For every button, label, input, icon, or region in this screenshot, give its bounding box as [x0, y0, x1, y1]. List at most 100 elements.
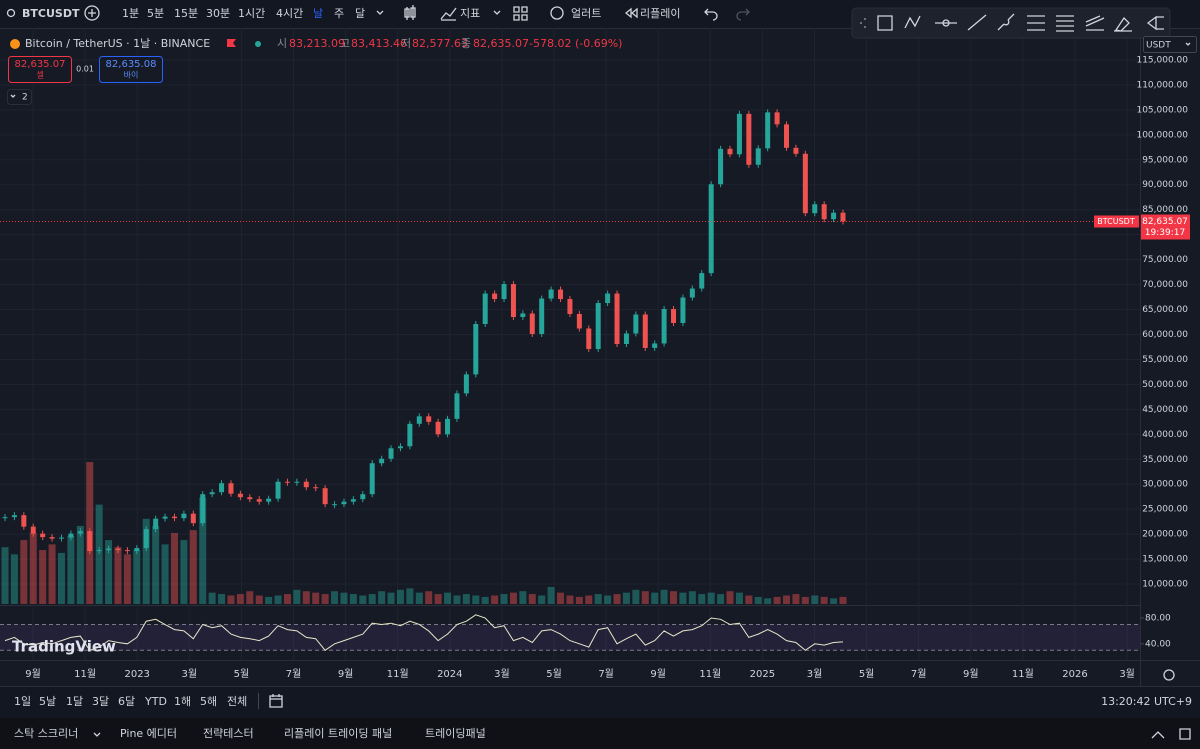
interval-button[interactable]: 30분 — [206, 7, 230, 20]
range-button[interactable]: 전체 — [227, 695, 247, 708]
buy-button[interactable] — [99, 56, 163, 83]
maximize-button[interactable] — [1179, 728, 1191, 740]
interval-button[interactable]: 달 — [355, 7, 365, 20]
interval-list: 1분 5분 15분 30분 1시간 4시간 날 주 달 — [122, 7, 365, 20]
compare-button[interactable] — [84, 5, 100, 21]
x-tick-label: 3월 — [807, 668, 823, 680]
x-tick-label: 2024 — [437, 669, 462, 680]
interval-button[interactable]: 15분 — [174, 7, 198, 20]
settings-button[interactable] — [1163, 669, 1175, 681]
candle — [736, 113, 742, 155]
range-button[interactable]: 3달 — [92, 695, 109, 708]
volume-bar — [491, 595, 499, 604]
redo-button[interactable] — [736, 8, 750, 21]
horizontal-line-tool[interactable] — [935, 19, 957, 27]
candle — [510, 284, 516, 318]
trend-line-tool[interactable] — [967, 14, 987, 31]
range-button[interactable]: YTD — [144, 695, 167, 708]
range-button[interactable]: 6달 — [118, 695, 135, 708]
interval-button[interactable]: 날 — [313, 7, 323, 20]
candle — [266, 498, 272, 502]
sell-price: 82,635.07 — [15, 59, 66, 70]
panel-tab[interactable]: Pine 에디터 — [120, 727, 177, 740]
replay-button[interactable]: 리플레이 — [640, 7, 680, 20]
layout-icon[interactable] — [513, 6, 528, 21]
volume-bar — [368, 594, 376, 604]
interval-button[interactable]: 4시간 — [276, 7, 303, 20]
brush-tool[interactable] — [1114, 16, 1132, 32]
range-button[interactable]: 5해 — [200, 694, 217, 708]
undo-button[interactable] — [704, 8, 718, 21]
indicator-count: 2 — [22, 93, 28, 103]
expand-button[interactable] — [1151, 731, 1165, 739]
text-tool[interactable] — [1146, 15, 1164, 31]
candle — [595, 303, 601, 349]
volume-bar — [547, 586, 555, 604]
candle — [397, 446, 403, 449]
range-button[interactable]: 1해 — [174, 694, 191, 708]
range-button[interactable]: 5날 — [39, 695, 56, 708]
interval-button[interactable]: 1분 — [122, 7, 139, 20]
range-button[interactable]: 1일 — [14, 694, 31, 708]
candle — [812, 204, 818, 214]
interval-button[interactable]: 주 — [334, 7, 344, 20]
x-tick-label: 7월 — [911, 668, 927, 680]
alert-icon[interactable] — [550, 6, 564, 20]
volume-bar — [745, 595, 753, 604]
date-range-button[interactable] — [269, 694, 283, 708]
interval-button[interactable]: 1시간 — [238, 7, 265, 20]
indicator-icon[interactable] — [440, 7, 457, 21]
chevron[interactable] — [376, 10, 384, 15]
candle — [256, 499, 262, 502]
search-icon[interactable] — [6, 8, 16, 18]
chart-type-icon[interactable] — [404, 5, 416, 20]
candle — [520, 313, 526, 318]
candle — [77, 531, 83, 534]
flag-icon[interactable] — [227, 39, 236, 47]
currency-selector[interactable] — [1143, 36, 1197, 53]
volume-bar — [566, 595, 574, 604]
volume-bar — [95, 504, 103, 604]
x-tick-label: 2025 — [750, 669, 775, 680]
replay-icon[interactable] — [624, 7, 638, 19]
range-button[interactable]: 1달 — [66, 695, 83, 708]
volume-bar — [764, 598, 772, 604]
volume-bar — [557, 592, 565, 604]
panel-tab[interactable]: 전략테스터 — [203, 727, 254, 740]
candle — [228, 483, 234, 494]
pitchfork-tool[interactable] — [1085, 15, 1105, 31]
legend-title[interactable]: Bitcoin / TetherUS · 1날 · BINANCE — [25, 37, 210, 50]
y-tick-label: 40,000.00 — [1142, 430, 1188, 440]
rsi-line — [4, 614, 844, 651]
volume-bar — [839, 596, 847, 604]
alert-button[interactable]: 얼러트 — [571, 6, 601, 20]
path-tool[interactable] — [904, 15, 921, 29]
rectangle-tool[interactable] — [877, 15, 893, 31]
ray-tool[interactable] — [997, 13, 1015, 31]
fib-tool[interactable] — [1056, 15, 1074, 32]
clock[interactable]: 13:20:42 UTC+9 — [1101, 695, 1192, 708]
buy-price: 82,635.08 — [106, 59, 157, 70]
panel-tab[interactable]: 트레이딩패널 — [425, 727, 486, 740]
chevron[interactable] — [493, 10, 501, 15]
range-bar — [0, 686, 1200, 714]
chevron[interactable] — [93, 732, 101, 737]
panel-tab[interactable]: 리플레이 트레이딩 패널 — [284, 727, 392, 740]
candle — [567, 299, 573, 315]
volume-bar — [415, 592, 423, 604]
candle — [332, 504, 338, 506]
indicator-toggle[interactable] — [7, 89, 32, 105]
interval-button[interactable]: 5분 — [147, 7, 164, 20]
candle — [379, 458, 385, 464]
y-tick-label: 115,000.00 — [1136, 55, 1188, 65]
panel-tab[interactable]: 스탁 스크리너 — [14, 727, 78, 740]
candle — [765, 112, 771, 149]
indicators-button[interactable]: 지표 — [460, 7, 480, 20]
volume-bar — [688, 591, 696, 604]
candle — [548, 289, 554, 299]
sell-button[interactable] — [8, 56, 72, 83]
symbol[interactable]: BTCUSDT — [22, 7, 80, 20]
parallel-channel-tool[interactable] — [1027, 15, 1045, 31]
volume-bar — [331, 591, 339, 604]
